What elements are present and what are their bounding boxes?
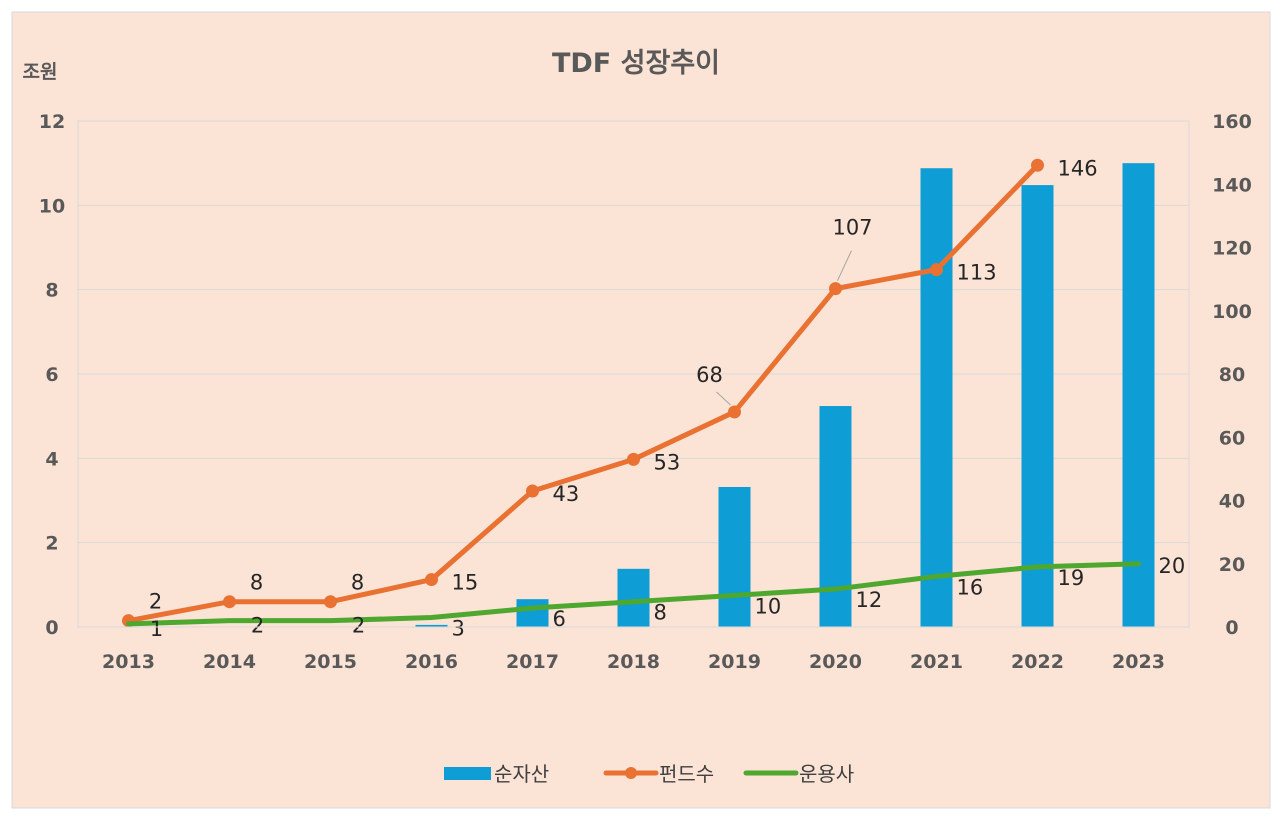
marker-펀드수	[425, 573, 438, 587]
data-label-운용사: 3	[452, 617, 465, 641]
y-right-tick-label: 120	[1212, 238, 1252, 260]
marker-펀드수	[829, 282, 842, 296]
y-tick-label: 10	[39, 195, 65, 217]
bar-2016	[415, 624, 448, 627]
data-label-펀드수: 146	[1058, 156, 1098, 180]
marker-펀드수	[223, 595, 236, 609]
legend-label-운용사: 운용사	[799, 762, 854, 786]
data-label-운용사: 19	[1058, 566, 1085, 590]
data-label-펀드수: 43	[553, 482, 580, 506]
marker-펀드수	[728, 405, 741, 419]
y-tick-label: 4	[45, 448, 58, 470]
y-axis-label: 조원	[23, 61, 58, 83]
bar-2019	[718, 487, 751, 627]
data-label-운용사: 2	[251, 614, 264, 638]
y-tick-label: 2	[45, 533, 58, 555]
data-label-펀드수: 113	[957, 261, 997, 285]
y-right-tick-label: 140	[1212, 174, 1252, 196]
data-label-펀드수: 15	[452, 571, 479, 595]
bar-2023	[1122, 163, 1155, 627]
y-right-tick-label: 80	[1219, 364, 1245, 386]
data-label-운용사: 16	[957, 575, 984, 599]
chart-title: TDF 성장추이	[552, 48, 720, 79]
y-tick-label: 6	[45, 364, 58, 386]
x-tick-label: 2018	[607, 651, 660, 673]
plot-border	[77, 120, 1190, 628]
chart-area	[11, 11, 1271, 809]
legend-label-펀드수: 펀드수	[659, 762, 714, 786]
data-label-펀드수: 68	[696, 363, 723, 387]
bar-2021	[920, 168, 953, 627]
data-label-펀드수: 8	[351, 571, 364, 595]
data-label-펀드수: 107	[832, 216, 872, 240]
data-label-운용사: 2	[352, 614, 365, 638]
y-right-tick-label: 20	[1219, 554, 1245, 576]
marker-펀드수	[526, 484, 539, 498]
data-label-펀드수: 2	[149, 590, 162, 614]
data-label-운용사: 10	[755, 594, 782, 618]
marker-펀드수	[627, 452, 640, 466]
x-tick-label: 2019	[708, 651, 761, 673]
x-tick-label: 2021	[910, 651, 963, 673]
data-label-운용사: 20	[1159, 554, 1186, 578]
x-tick-label: 2022	[1011, 651, 1064, 673]
x-tick-label: 2023	[1112, 651, 1165, 673]
y-tick-label: 0	[45, 617, 58, 639]
legend-label-순자산: 순자산	[494, 762, 549, 786]
leader-line	[837, 250, 852, 281]
y-tick-label: 8	[45, 280, 58, 302]
data-label-운용사: 8	[654, 601, 667, 625]
x-tick-label: 2016	[405, 651, 458, 673]
x-tick-label: 2013	[102, 651, 155, 673]
data-label-펀드수: 53	[654, 450, 681, 474]
bar-2022	[1021, 185, 1054, 628]
data-label-운용사: 6	[553, 607, 566, 631]
y-right-tick-label: 160	[1212, 111, 1252, 133]
data-label-운용사: 12	[856, 588, 883, 612]
leader-line	[716, 391, 731, 406]
y-right-tick-label: 60	[1219, 427, 1245, 449]
marker-펀드수	[324, 595, 337, 609]
y-right-tick-label: 100	[1212, 301, 1252, 323]
bar-2018	[617, 568, 650, 627]
bar-2020	[819, 406, 852, 627]
x-tick-label: 2014	[203, 651, 256, 673]
bar-2017	[516, 599, 549, 627]
y-tick-label: 12	[39, 111, 65, 133]
data-label-운용사: 1	[150, 617, 163, 641]
x-tick-label: 2017	[506, 651, 559, 673]
x-tick-label: 2015	[304, 651, 357, 673]
y-right-tick-label: 0	[1225, 617, 1238, 639]
line-펀드수	[126, 162, 1040, 624]
legend-swatch-순자산	[444, 767, 491, 780]
x-tick-label: 2020	[809, 651, 862, 673]
data-label-펀드수: 8	[250, 571, 263, 595]
y-right-tick-label: 40	[1219, 491, 1245, 513]
marker-펀드수	[1031, 158, 1044, 172]
legend-marker-펀드수	[625, 767, 637, 779]
marker-펀드수	[930, 263, 943, 277]
line-운용사	[126, 561, 1141, 627]
